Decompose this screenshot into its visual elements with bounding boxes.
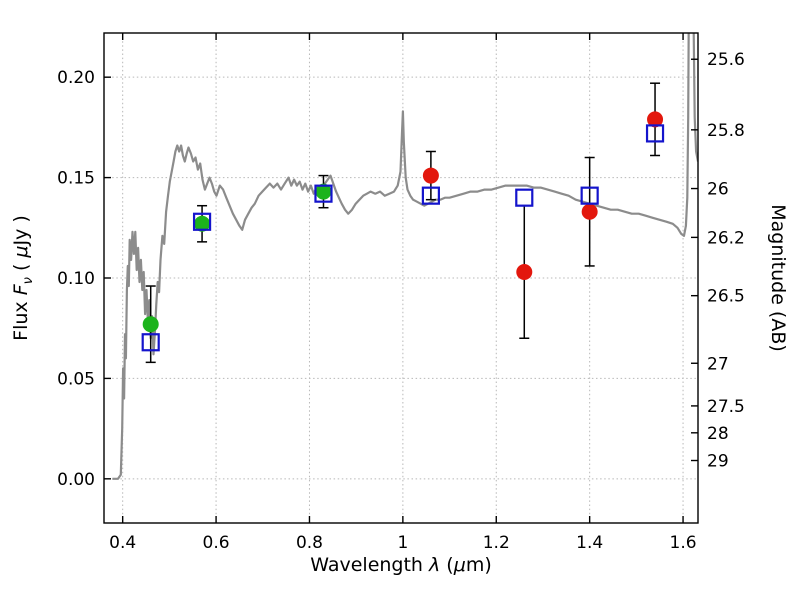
x-tick-label: 0.4 [109,533,136,553]
magnitude-tick-label: 26 [707,180,729,200]
axis-ticks [104,33,698,523]
data-point-square [141,333,160,352]
data-point-square [580,186,599,205]
x-tick-label: 1.2 [483,533,510,553]
flux-tick-label: 0.20 [57,68,95,88]
magnitude-tick-label: 26.2 [707,228,745,248]
flux-tick-label: 0.15 [57,169,95,189]
data-point-square [515,188,534,207]
magnitude-tick-label: 26.5 [707,287,745,307]
data-point-square [645,124,665,143]
x-tick-label: 1.4 [576,533,603,553]
data-point-circle [142,316,159,333]
tick-labels: 0.4 0.6 0.8 1 1.2 1.4 1.6 0.00 0.05 0.10 0.15 0.20 2… [57,50,745,553]
flux-tick-label: 0.05 [57,369,95,389]
data-point-square [314,184,333,203]
model-photometry-markers [141,124,665,352]
data-point-circle [422,167,439,184]
x-tick-label: 1 [397,533,408,553]
x-axis-label: Wavelength λ (μm) [310,554,491,576]
observed-infrared-photometry-markers [422,111,664,280]
y-axis-label-right: Magnitude (AB) [767,204,789,352]
x-tick-label: 0.8 [296,533,323,553]
data-point-circle [581,203,598,220]
data-point-circle [516,263,533,280]
y-axis-label-left: Flux Fν ( μJy ) [10,215,36,341]
data-point-circle [315,183,332,200]
data-point-square [192,212,212,231]
x-tick-label: 0.6 [203,533,230,553]
magnitude-tick-label: 25.6 [707,50,745,70]
flux-tick-label: 0.10 [57,269,95,289]
data-point-circle [194,215,211,232]
data-point-circle [647,111,664,128]
magnitude-tick-label: 27.5 [707,397,745,417]
x-tick-label: 1.6 [670,533,697,553]
observed-optical-photometry-markers [142,183,332,333]
data-point-square [421,186,440,205]
magnitude-tick-label: 28 [707,424,729,444]
flux-tick-label: 0.00 [57,470,95,490]
magnitude-tick-label: 29 [707,452,729,472]
magnitude-tick-label: 27 [707,354,729,374]
magnitude-tick-label: 25.8 [707,121,745,141]
